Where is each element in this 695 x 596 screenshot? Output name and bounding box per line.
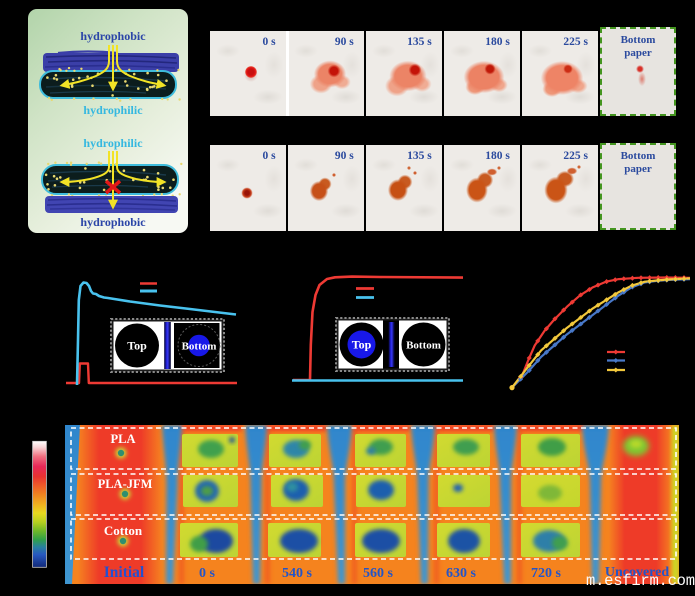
svg-text:540 s: 540 s: [282, 566, 313, 581]
svg-text:560 s: 560 s: [363, 566, 394, 581]
svg-text:m.esfirm.com: m.esfirm.com: [586, 572, 695, 590]
svg-text:630 s: 630 s: [446, 566, 477, 581]
svg-text:hydrophilic: hydrophilic: [83, 103, 143, 117]
svg-text:hydrophobic: hydrophobic: [80, 29, 146, 43]
svg-text:Uncovered: Uncovered: [605, 565, 669, 580]
svg-text:hydrophobic: hydrophobic: [80, 215, 146, 229]
svg-text:Bottom: Bottom: [182, 341, 217, 353]
svg-text:PLA: PLA: [111, 432, 136, 446]
svg-text:0 s: 0 s: [199, 566, 216, 581]
svg-text:hydrophilic: hydrophilic: [83, 136, 143, 150]
svg-text:Top: Top: [352, 338, 372, 352]
svg-text:720 s: 720 s: [531, 566, 562, 581]
svg-text:Cotton: Cotton: [104, 523, 143, 538]
svg-text:Bottom: Bottom: [406, 340, 441, 352]
svg-text:Initial: Initial: [104, 564, 145, 581]
svg-text:Top: Top: [127, 339, 147, 353]
svg-text:PLA-JFM: PLA-JFM: [98, 477, 153, 491]
